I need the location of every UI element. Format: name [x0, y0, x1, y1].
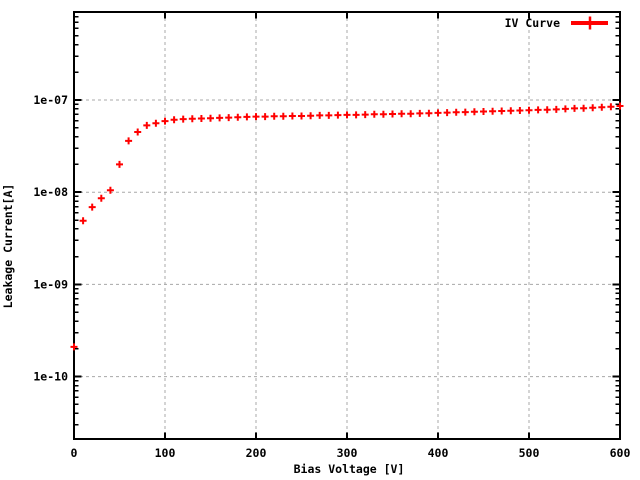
x-tick-label-200: 200 — [246, 446, 267, 460]
grid-layer — [74, 12, 620, 439]
axis-tick-labels-layer: 0 100 200 300 400 500 600 1e-10 1e-09 1e-08 1e-07 — [33, 93, 630, 460]
x-tick-label-100: 100 — [155, 446, 176, 460]
legend: IV Curve — [505, 16, 608, 30]
y-tick-label-1e-08: 1e-08 — [33, 185, 68, 199]
x-axis-title: Bias Voltage [V] — [294, 462, 405, 476]
y-axis-title: Leakage Current[A] — [1, 184, 15, 309]
y-tick-label-1e-07: 1e-07 — [33, 93, 68, 107]
x-tick-label-300: 300 — [337, 446, 358, 460]
legend-label: IV Curve — [505, 16, 560, 30]
legend-line-sample — [571, 16, 608, 30]
tick-marks-layer — [73, 13, 621, 438]
x-tick-label-600: 600 — [610, 446, 631, 460]
plot-border-group — [73, 11, 621, 440]
y-tick-label-1e-10: 1e-10 — [33, 370, 68, 384]
x-tick-label-400: 400 — [428, 446, 449, 460]
y-tick-label-1e-09: 1e-09 — [33, 277, 68, 291]
data-points-series-iv-curve — [70, 102, 624, 351]
x-tick-label-0: 0 — [71, 446, 78, 460]
x-tick-label-500: 500 — [519, 446, 540, 460]
data-layer — [70, 102, 624, 351]
plot-border — [73, 11, 621, 440]
